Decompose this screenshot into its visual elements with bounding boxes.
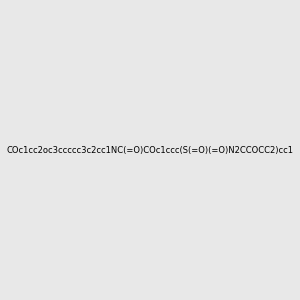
Text: COc1cc2oc3ccccc3c2cc1NC(=O)COc1ccc(S(=O)(=O)N2CCOCC2)cc1: COc1cc2oc3ccccc3c2cc1NC(=O)COc1ccc(S(=O)… — [7, 146, 293, 154]
